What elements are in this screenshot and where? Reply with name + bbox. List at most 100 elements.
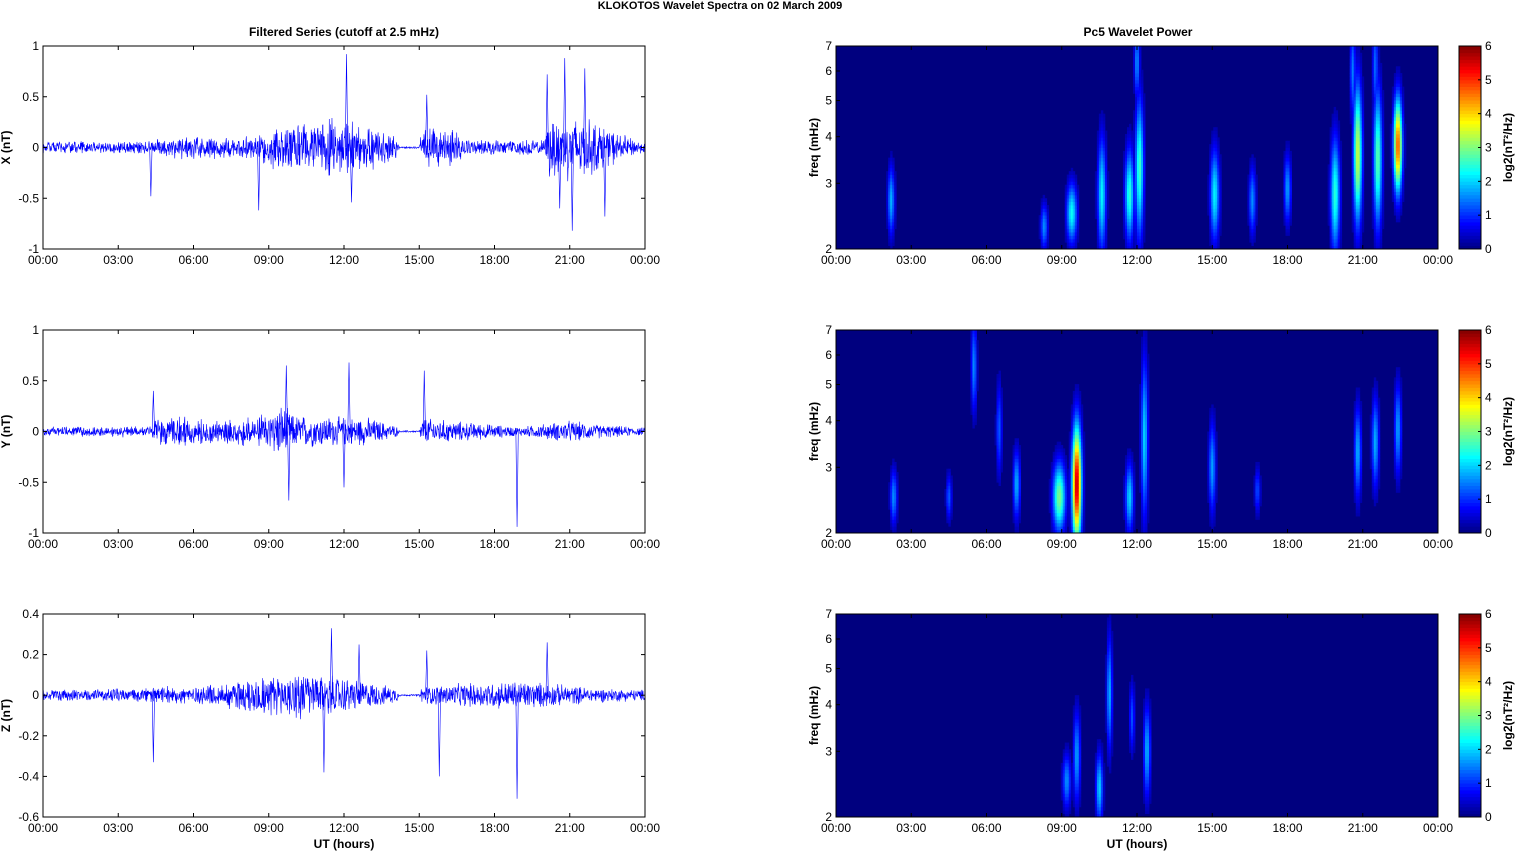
wavelet-panel-1-power-cell (1134, 133, 1138, 138)
wavelet-panel-1-power-cell (1375, 73, 1379, 77)
wavelet-panel-1-power-cell (1373, 242, 1377, 247)
wavelet-panel-1-power-cell (1399, 140, 1403, 145)
wavelet-panel-1-power-cell (888, 208, 891, 213)
wavelet-panel-1-power-cell (1124, 211, 1128, 216)
wavelet-panel-2-power-cell (998, 428, 1001, 432)
wavelet-panel-1-power-cell (1102, 191, 1106, 196)
wavelet-panel-1-power-cell (1122, 198, 1126, 203)
wavelet-panel-1-power-cell (1361, 194, 1365, 199)
series-panel-3-y-tick-label: 0 (32, 688, 39, 702)
wavelet-panel-2-power-cell (1078, 475, 1082, 480)
wavelet-panel-1-power-cell (1132, 198, 1136, 203)
wavelet-panel-2-power-cell (1143, 363, 1146, 368)
wavelet-panel-1-power-cell (1379, 79, 1383, 84)
wavelet-panel-1-power-cell (1100, 228, 1104, 233)
wavelet-panel-2-power-cell (1048, 485, 1052, 490)
wavelet-panel-2-power-cell (892, 478, 895, 483)
wavelet-panel-1-power-cell (1068, 211, 1072, 216)
wavelet-panel-1-power-cell (1379, 150, 1383, 155)
wavelet-panel-1-power-cell (1044, 232, 1048, 236)
wavelet-panel-1-power-cell (1042, 221, 1046, 226)
wavelet-panel-2-power-cell (996, 414, 999, 419)
wavelet-panel-2-power-cell (1126, 485, 1130, 490)
wavelet-panel-2-power-cell (946, 499, 949, 503)
wavelet-panel-1-power-cell (1361, 86, 1365, 91)
wavelet-panel-1-power-cell (1373, 147, 1377, 152)
wavelet-panel-2-power-cell (1072, 461, 1076, 466)
wavelet-panel-1-power-cell (1337, 133, 1341, 138)
wavelet-panel-1-power-cell (1379, 161, 1383, 165)
wavelet-panel-2-power-cell (1078, 512, 1082, 517)
wavelet-panel-1-power-cell (1124, 235, 1128, 240)
wavelet-panel-2-power-cell (1397, 461, 1401, 466)
wavelet-panel-1-power-cell (1104, 154, 1108, 159)
wavelet-panel-1-power-cell (1361, 127, 1365, 131)
wavelet-panel-2-power-cell (1355, 458, 1359, 463)
wavelet-panel-2-power-cell (1213, 461, 1216, 466)
wavelet-panel-1-power-cell (1335, 221, 1339, 226)
wavelet-panel-1-power-cell (1130, 174, 1134, 179)
wavelet-panel-2-power-cell (1355, 417, 1359, 422)
wavelet-panel-1-power-cell (1283, 198, 1286, 203)
wavelet-panel-1-power-cell (1137, 232, 1140, 236)
wavelet-panel-1-power-cell (1391, 164, 1395, 169)
wavelet-panel-1-power-cell (1359, 221, 1363, 226)
wavelet-panel-2-power-cell (1147, 353, 1150, 358)
wavelet-panel-1-power-cell (894, 188, 897, 192)
wavelet-panel-2-power-cell (1078, 445, 1082, 449)
wavelet-panel-2-power-cell (1355, 390, 1359, 395)
wavelet-panel-1-power-cell (1377, 117, 1381, 121)
wavelet-panel-2-power-cell (890, 505, 893, 510)
wavelet-panel-2-power-cell (1353, 495, 1357, 500)
wavelet-panel-1-power-cell (1122, 174, 1126, 179)
wavelet-panel-1-power-cell (1397, 218, 1401, 223)
wavelet-panel-1-power-cell (1351, 161, 1355, 165)
wavelet-panel-1-power-cell (1215, 140, 1218, 145)
wavelet-panel-1-power-cell (1072, 232, 1076, 236)
wavelet-panel-1-power-cell (1397, 130, 1401, 135)
wavelet-panel-2-power-cell (1375, 404, 1379, 409)
wavelet-panel-1-power-cell (1042, 198, 1046, 203)
wavelet-panel-2-power-cell (1373, 438, 1377, 443)
wavelet-panel-2-power-cell (1371, 434, 1375, 439)
wavelet-panel-2-power-cell (1018, 485, 1022, 490)
wavelet-panel-1-power-cell (1381, 205, 1385, 209)
wavelet-panel-1-power-cell (1373, 117, 1377, 121)
wavelet-panel-1-power-cell (1040, 215, 1044, 219)
wavelet-panel-1-power-cell (1215, 238, 1218, 243)
wavelet-panel-1-power-cell (1397, 164, 1401, 169)
wavelet-panel-2-power-cell (1353, 448, 1357, 453)
wavelet-panel-2-power-cell (1072, 526, 1076, 531)
wavelet-panel-1-power-cell (1329, 133, 1333, 138)
wavelet-panel-1-power-cell (1375, 49, 1379, 54)
wavelet-panel-2-power-cell (1058, 482, 1062, 487)
wavelet-panel-1-power-cell (1397, 73, 1401, 77)
wavelet-panel-2-power-cell (1066, 509, 1070, 514)
wavelet-panel-2-power-cell (996, 417, 999, 422)
wavelet-panel-2-power-cell (1355, 475, 1359, 480)
wavelet-panel-2-power-cell (1064, 472, 1068, 476)
wavelet-panel-1-power-cell (1130, 133, 1134, 138)
wavelet-panel-1-power-cell (1134, 130, 1138, 135)
wavelet-panel-1-power-cell (1124, 164, 1128, 169)
wavelet-panel-1-power-cell (1359, 154, 1363, 159)
wavelet-panel-2-power-cell (1397, 377, 1401, 382)
wavelet-panel-1-power-cell (1375, 161, 1379, 165)
wavelet-panel-1-power-cell (1141, 144, 1144, 148)
wavelet-panel-1-power-cell (1066, 188, 1070, 192)
wavelet-panel-1-power-cell (1141, 127, 1144, 131)
wavelet-panel-2-power-cell (1145, 482, 1148, 487)
wavelet-panel-2-power-cell (1062, 522, 1066, 527)
wavelet-panel-1-power-cell (1139, 218, 1142, 223)
wavelet-panel-1-power-cell (1074, 208, 1078, 213)
wavelet-panel-1-power-cell (1377, 201, 1381, 206)
wavelet-panel-1-power-cell (1098, 133, 1102, 138)
wavelet-panel-1-power-cell (1213, 221, 1216, 226)
wavelet-panel-1-power-cell (1401, 110, 1405, 115)
wavelet-panel-1-power-cell (1042, 194, 1046, 199)
wavelet-panel-2-power-cell (1375, 421, 1379, 426)
wavelet-panel-1-power-cell (1134, 62, 1138, 67)
wavelet-panel-1-power-cell (1128, 133, 1132, 138)
wavelet-panel-1-power-cell (1209, 232, 1212, 236)
wavelet-panel-2-power-cell (1215, 475, 1218, 480)
